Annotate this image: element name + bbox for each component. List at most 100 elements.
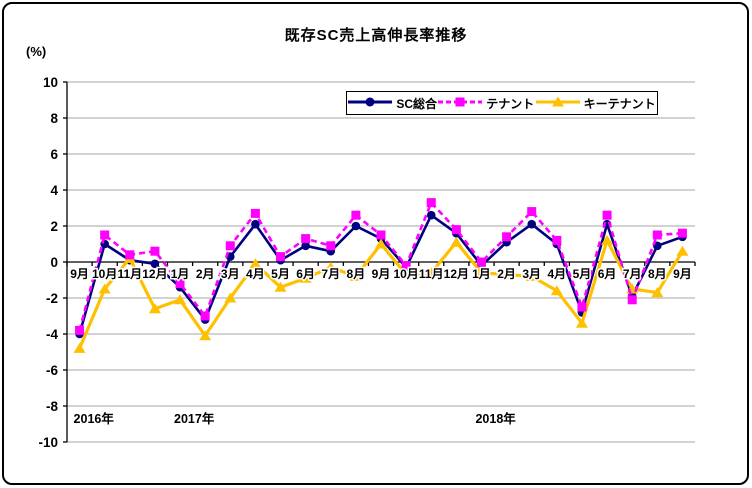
x-tick-label: 11月 <box>419 267 444 281</box>
legend-item-sc-total: SC総合 <box>348 95 437 112</box>
y-tick-label: -6 <box>46 363 58 378</box>
y-tick-label: -4 <box>46 327 58 342</box>
x-tick-label: 3月 <box>221 267 240 281</box>
series-1 <box>75 198 687 335</box>
x-tick-label: 12月 <box>142 267 167 281</box>
y-tick-label: 2 <box>50 219 58 234</box>
y-tick-label: 4 <box>50 183 58 198</box>
x-tick-label: 11月 <box>117 267 142 281</box>
x-tick-label: 5月 <box>573 267 592 281</box>
data-point <box>274 281 287 292</box>
data-point <box>301 241 310 251</box>
data-point <box>475 267 488 278</box>
data-point <box>100 230 110 240</box>
x-tick-label: 2月 <box>497 267 516 281</box>
x-tick-labels: 9月 10月 11月 12月 1月 2月 3月 4月 5月 6月 7月 8月 9月 10月 11月 12月 1月… <box>69 266 694 283</box>
data-point <box>500 269 513 280</box>
data-point <box>349 270 362 281</box>
chart-title: 既存SC売上高伸長率推移 <box>284 27 468 44</box>
legend-item-tenant: テナント <box>438 95 534 112</box>
x-tick-label: 10月 <box>393 267 418 281</box>
x-tick-label: 1月 <box>472 267 491 281</box>
data-point <box>676 245 689 256</box>
data-point <box>375 238 387 249</box>
x-tick-label: 3月 <box>522 267 541 281</box>
data-point <box>125 250 135 260</box>
data-point <box>75 325 85 335</box>
data-point <box>200 311 210 321</box>
data-point <box>525 270 538 281</box>
y-tick-label: 8 <box>50 111 58 126</box>
data-point <box>627 295 637 305</box>
data-point <box>425 267 438 278</box>
legend-label: SC総合 <box>396 96 437 111</box>
x-tick-label: 1月 <box>171 267 190 281</box>
x-tick-label: 6月 <box>598 267 617 281</box>
data-point <box>351 221 361 231</box>
data-point <box>401 261 411 271</box>
data-point <box>301 234 311 244</box>
gridlines <box>67 81 695 443</box>
x-tick-label: 4月 <box>246 267 265 281</box>
x-tick-label: 5月 <box>271 267 290 281</box>
x-tick-label: 8月 <box>347 267 366 281</box>
data-point <box>651 287 664 298</box>
data-point <box>351 210 361 220</box>
x-tick-label: 6月 <box>296 267 315 281</box>
data-point <box>150 246 160 256</box>
data-point <box>527 207 537 217</box>
x-tick-label: 9月 <box>70 267 89 281</box>
data-point <box>148 303 161 314</box>
data-point <box>400 269 413 280</box>
x-tick-label: 9月 <box>372 267 391 281</box>
data-point <box>426 210 436 220</box>
series-2 <box>73 234 689 353</box>
y-tick-label: -10 <box>38 435 58 450</box>
data-point <box>251 219 260 229</box>
y-tick-label: -8 <box>46 399 58 414</box>
data-point <box>601 234 614 245</box>
legend-label: テナント <box>486 96 535 111</box>
data-point <box>450 236 463 247</box>
data-point <box>73 342 86 353</box>
x-tick-label: 4月 <box>547 267 566 281</box>
y-tick-label: 6 <box>50 147 58 162</box>
year-labels: 2016年 2017年 2018年 <box>74 411 517 426</box>
data-point <box>575 317 588 328</box>
data-point <box>249 258 262 269</box>
data-point <box>98 283 111 294</box>
data-point <box>199 330 212 341</box>
legend-dashed-square-icon <box>438 96 483 111</box>
x-tick-label: 8月 <box>648 267 667 281</box>
data-point <box>150 259 160 269</box>
data-point <box>602 210 612 220</box>
data-point <box>577 302 587 312</box>
y-axis: 10 8 6 4 2 0 -2 -4 -6 -8 -10 <box>38 75 68 450</box>
data-point <box>376 230 386 240</box>
data-point <box>324 261 337 272</box>
y-tick-label: 0 <box>50 255 58 270</box>
data-point <box>276 252 286 262</box>
legend-line-triangle-icon <box>535 96 580 111</box>
data-point <box>652 230 662 240</box>
x-tick-label: 12月 <box>444 267 469 281</box>
data-point <box>250 208 260 218</box>
data-point <box>677 228 687 238</box>
data-point <box>550 285 563 296</box>
data-point <box>527 219 537 229</box>
data-point <box>451 225 461 235</box>
y-axis-unit-label: (%) <box>26 44 47 59</box>
data-point <box>426 198 436 208</box>
x-tick-label: 9月 <box>673 267 692 281</box>
year-label: 2018年 <box>475 411 516 426</box>
data-point <box>326 241 336 251</box>
data-point <box>299 272 312 283</box>
x-tick-label: 7月 <box>321 267 340 281</box>
x-tick-label: 10月 <box>92 267 117 281</box>
year-label: 2016年 <box>74 411 115 426</box>
data-point <box>224 292 237 303</box>
y-tick-label: -2 <box>46 291 58 306</box>
